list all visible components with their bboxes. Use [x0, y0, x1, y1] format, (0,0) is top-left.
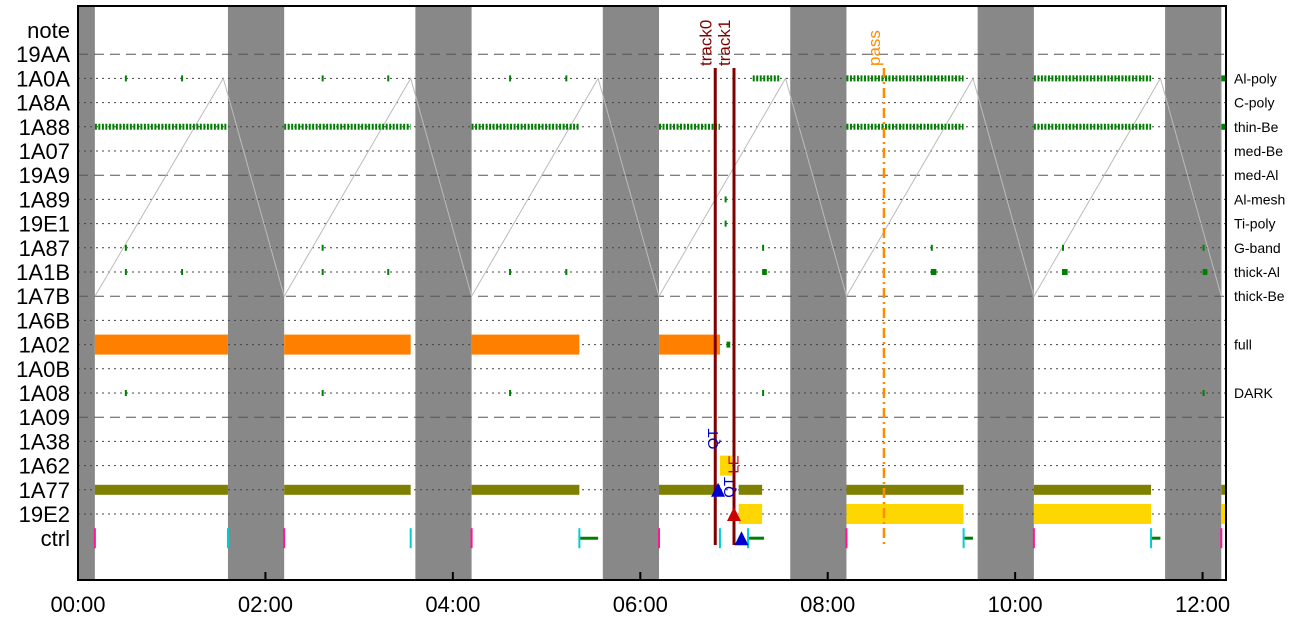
right-label: full: [1234, 337, 1252, 353]
right-label: DARK: [1234, 385, 1274, 401]
x-tick-label: 02:00: [238, 592, 293, 617]
olive-bar: [659, 484, 720, 495]
yellow-bar: [1033, 504, 1152, 524]
y-tick-label: 1A09: [19, 405, 70, 430]
marker-label: track1: [715, 20, 734, 66]
olive-bar: [471, 484, 580, 495]
x-tick-label: 00:00: [50, 592, 105, 617]
gray-band: [415, 6, 472, 580]
y-tick-label: 1A08: [19, 381, 70, 406]
yellow-bar: [1221, 504, 1226, 524]
olive-bar: [284, 484, 411, 495]
olive-bar: [738, 484, 763, 495]
right-label: thick-Al: [1234, 264, 1280, 280]
yellow-bar: [846, 504, 964, 524]
olive-bar: [1033, 484, 1152, 495]
orange-bar: [471, 334, 580, 355]
orange-bar: [284, 334, 411, 355]
right-label: G-band: [1234, 240, 1281, 256]
gray-band: [602, 6, 660, 580]
y-tick-label: 19A9: [19, 163, 70, 188]
y-tick-label: 1A8A: [16, 91, 70, 116]
y-tick-label: 1A0B: [16, 357, 70, 382]
triangle-marker: [727, 507, 741, 521]
x-tick-label: 06:00: [613, 592, 668, 617]
x-tick-label: 10:00: [988, 592, 1043, 617]
y-tick-label: 1A77: [19, 478, 70, 503]
olive-bar: [846, 484, 964, 495]
marker-label: track0: [696, 20, 715, 66]
gray-band: [790, 6, 847, 580]
y-tick-label: 1A7B: [16, 284, 70, 309]
x-tick-label: 08:00: [800, 592, 855, 617]
orange-bar: [659, 334, 720, 355]
x-tick-label: 12:00: [1175, 592, 1230, 617]
x-tick-label: 04:00: [425, 592, 480, 617]
yellow-bar: [738, 504, 763, 524]
y-tick-label: 1A6B: [16, 308, 70, 333]
y-tick-label: 1A07: [19, 139, 70, 164]
y-tick-label: ctrl: [41, 526, 70, 551]
background-trace: [94, 77, 1222, 298]
y-tick-label: 19AA: [16, 42, 70, 67]
gray-band: [227, 6, 285, 580]
y-tick-label: 1A89: [19, 187, 70, 212]
right-label: C-poly: [1234, 95, 1274, 111]
y-tick-label: note: [27, 18, 70, 43]
y-tick-label: 1A87: [19, 236, 70, 261]
right-label: Al-mesh: [1234, 191, 1285, 207]
y-tick-label: 19E1: [19, 212, 70, 237]
right-label: thin-Be: [1234, 119, 1279, 135]
yellow-bar: [719, 455, 733, 476]
olive-bar: [94, 484, 228, 495]
triangle-marker: [734, 531, 749, 546]
annotation-label: LE: [726, 455, 743, 473]
gray-band: [1165, 6, 1222, 580]
olive-bar: [1221, 484, 1226, 495]
triangle-marker: [711, 482, 726, 497]
right-label: med-Be: [1234, 143, 1283, 159]
y-tick-label: 1A02: [19, 333, 70, 358]
plot-frame: [77, 5, 1227, 581]
y-tick-label: 1A62: [19, 454, 70, 479]
y-tick-label: 19E2: [19, 502, 70, 527]
right-label: thick-Be: [1234, 288, 1285, 304]
annotation-label: QT: [721, 477, 738, 498]
annotation-label: QT: [705, 429, 722, 450]
orange-bar: [94, 334, 228, 355]
marker-label: pass: [865, 30, 884, 66]
gray-band: [78, 6, 95, 580]
y-tick-label: 1A88: [19, 115, 70, 140]
gray-band: [977, 6, 1034, 580]
y-tick-label: 1A0A: [16, 66, 70, 91]
right-label: med-Al: [1234, 167, 1278, 183]
y-tick-label: 1A38: [19, 429, 70, 454]
right-label: Ti-poly: [1234, 216, 1276, 232]
y-tick-label: 1A1B: [16, 260, 70, 285]
right-label: Al-poly: [1234, 70, 1277, 86]
